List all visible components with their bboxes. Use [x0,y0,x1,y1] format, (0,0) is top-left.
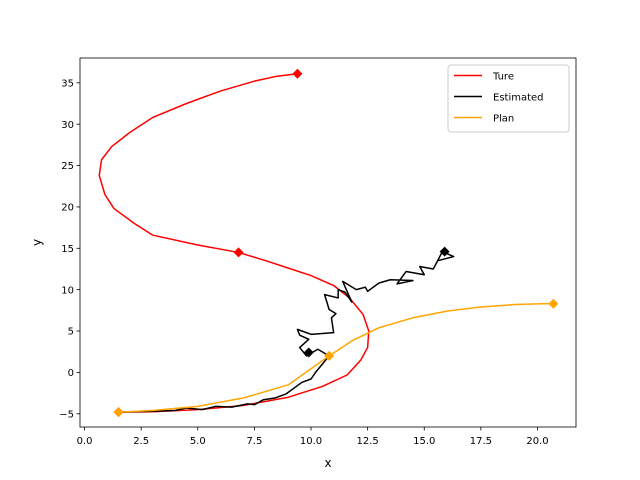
y-tick-label: 10 [61,285,74,296]
series-line-estimated [117,250,455,413]
x-axis-label: x [324,456,331,470]
y-tick-label: 5 [68,327,74,338]
x-tick-label: 12.5 [357,436,379,447]
series-marker-ture [292,68,303,79]
series-marker-ture [233,247,244,258]
x-axis-ticks: 0.0 2.5 5.0 7.5 10.0 12.5 15.0 17.5 20.0 [77,427,549,447]
series-line-plan [117,302,555,413]
series-marker-estimated [439,246,450,257]
y-tick-label: 15 [61,244,74,255]
x-tick-label: 20.0 [526,436,548,447]
y-axis-ticks: −5 0 5 10 15 20 25 30 35 [59,78,80,420]
series-marker-estimated [303,347,314,358]
legend-entries: Ture Estimated Plan [454,72,544,125]
series-marker-plan [113,407,124,418]
legend-label-plan: Plan [493,114,514,125]
y-tick-label: 25 [61,161,74,172]
x-tick-label: 7.5 [246,436,262,447]
x-tick-label: 5.0 [190,436,206,447]
legend: Ture Estimated Plan [447,64,570,133]
y-tick-label: 20 [61,203,74,214]
y-axis-label: y [30,239,44,246]
series-marker-plan [548,298,559,309]
x-tick-label: 10.0 [300,436,322,447]
legend-label-ture: Ture [492,72,514,83]
plot-frame [79,57,577,428]
x-tick-label: 2.5 [133,436,149,447]
x-tick-label: 15.0 [413,436,435,447]
series-layer [98,68,559,418]
y-tick-label: 0 [68,368,74,379]
y-tick-label: −5 [59,409,74,420]
y-tick-label: 35 [61,78,74,89]
x-tick-label: 17.5 [470,436,492,447]
legend-box [447,64,570,133]
x-tick-label: 0.0 [77,436,93,447]
legend-label-estimated: Estimated [493,93,544,104]
series-line-ture [98,72,370,413]
series-marker-plan [324,350,335,361]
y-tick-label: 30 [61,120,74,131]
